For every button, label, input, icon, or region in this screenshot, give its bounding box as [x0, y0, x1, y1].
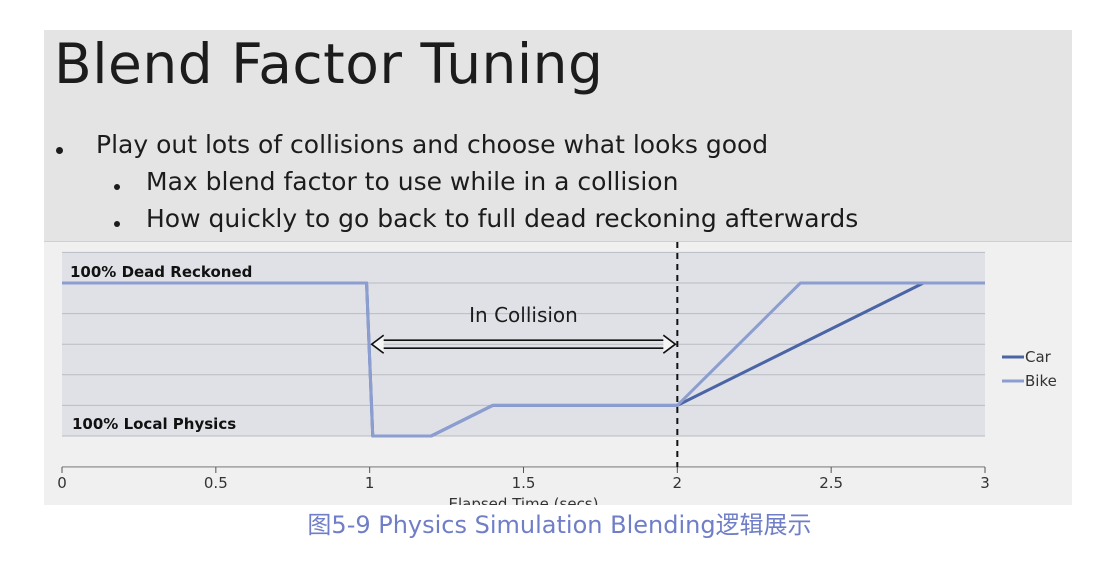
collision-label: In Collision [469, 303, 578, 327]
x-tick-label: 2 [673, 474, 683, 492]
x-tick-label: 0.5 [204, 474, 228, 492]
x-axis-label: Elapsed Time (secs) [449, 495, 599, 505]
bullet-dot-3 [114, 221, 120, 227]
legend-label-bike: Bike [1025, 372, 1057, 390]
label-local-physics: 100% Local Physics [72, 415, 236, 433]
x-tick-label: 3 [980, 474, 990, 492]
x-tick-label: 1.5 [512, 474, 536, 492]
legend-label-car: Car [1025, 348, 1052, 366]
bullet-dot-1 [56, 147, 63, 154]
label-dead-reckoned: 100% Dead Reckoned [70, 263, 252, 281]
slide-title: Blend Factor Tuning [54, 32, 604, 96]
figure-caption: 图5-9 Physics Simulation Blending逻辑展示 [307, 511, 812, 539]
series-line-bike [62, 281, 985, 438]
x-tick-label: 1 [365, 474, 375, 492]
slide: Blend Factor Tuning Play out lots of col… [44, 30, 1072, 505]
bullet-1: Play out lots of collisions and choose w… [96, 130, 769, 159]
bullet-dot-2 [114, 184, 120, 190]
collision-arrow-head-left [370, 334, 385, 354]
bullet-2: Max blend factor to use while in a colli… [146, 167, 679, 196]
collision-arrow-head-right [662, 334, 677, 354]
bullet-3: How quickly to go back to full dead reck… [146, 204, 859, 233]
chart-panel: 0 0.5 1 1.5 2 2.5 3 Elapsed Time (secs) 100% Dea… [44, 241, 1072, 505]
x-tick-label: 2.5 [819, 474, 843, 492]
x-tick-label: 0 [57, 474, 67, 492]
blend-factor-chart: 0 0.5 1 1.5 2 2.5 3 Elapsed Time (secs) 100% Dea… [57, 242, 1057, 505]
